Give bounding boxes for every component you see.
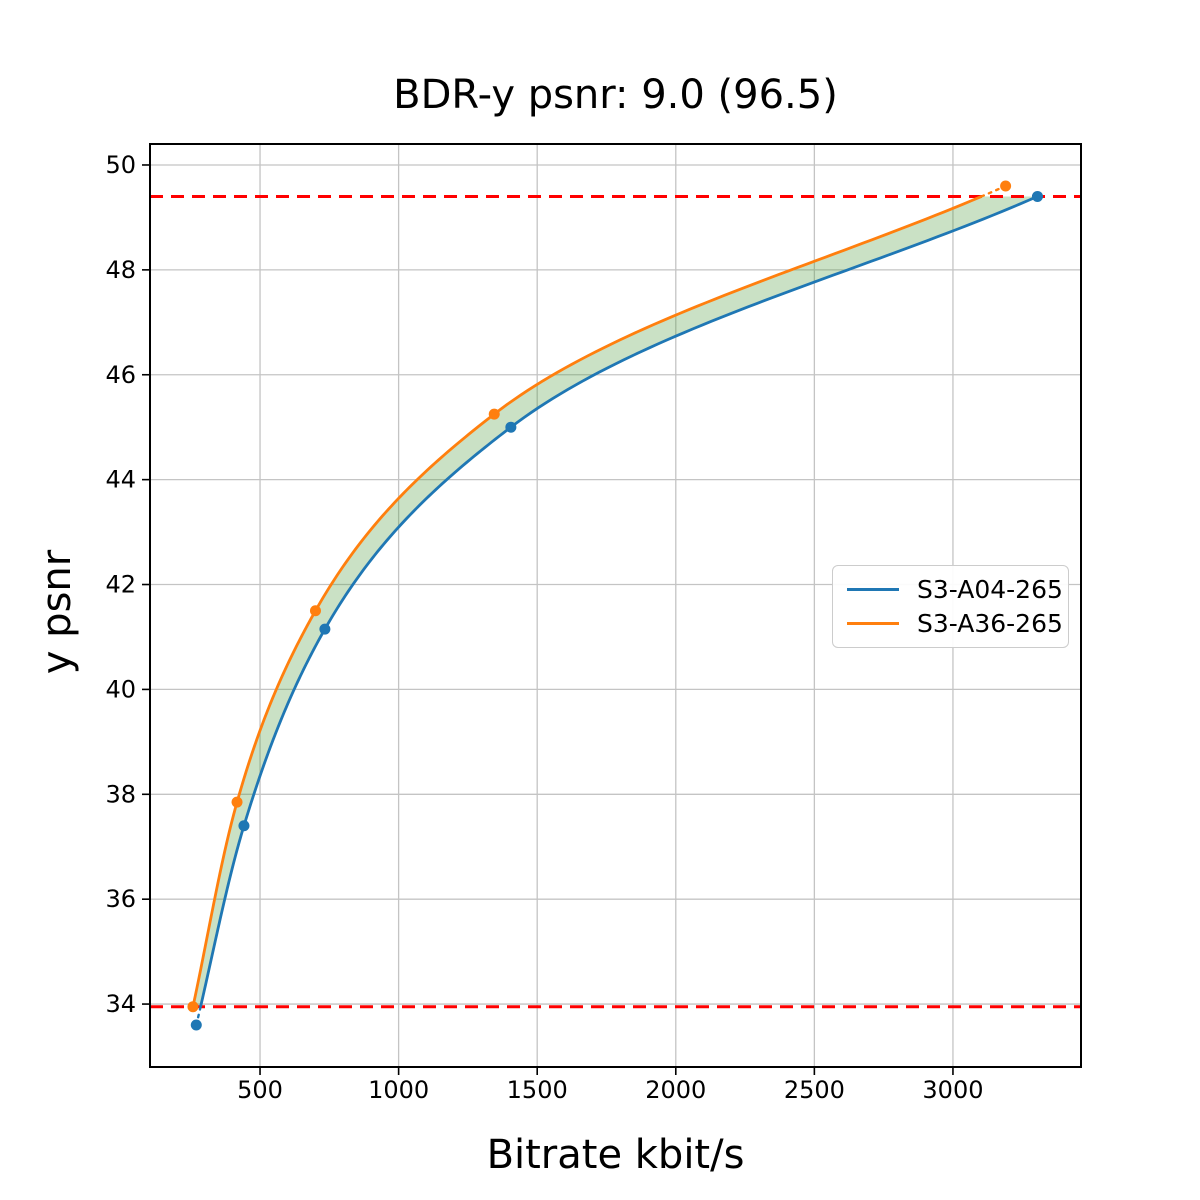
y-tick-label: 46 [105,361,136,389]
legend-item: S3-A04-265 [847,575,1063,604]
data-point [231,796,243,808]
data-point [1000,180,1012,192]
data-point [488,408,500,420]
legend-item: S3-A36-265 [847,609,1063,638]
axes-box [149,143,1082,1068]
y-tick-label: 44 [105,466,136,494]
legend: S3-A04-265 S3-A36-265 [832,565,1069,648]
x-tick-label: 3000 [922,1076,983,1104]
data-point [309,605,321,617]
y-tick-label: 50 [105,151,136,179]
x-tick-label: 1500 [507,1076,568,1104]
data-point [1031,190,1043,202]
chart-title: BDR-y psnr: 9.0 (96.5) [393,72,838,118]
series-line-s3-a04-265 [199,195,1039,1008]
data-point [505,421,517,433]
data-point [238,820,250,832]
legend-label: S3-A04-265 [917,575,1063,604]
x-tick-label: 1000 [368,1076,429,1104]
x-tick-label: 2500 [784,1076,845,1104]
data-point [187,1001,199,1013]
data-point [190,1019,202,1031]
y-tick-label: 40 [105,675,136,703]
y-tick-label: 34 [105,990,136,1018]
x-axis-label: Bitrate kbit/s [486,1132,745,1178]
y-tick-label: 42 [105,571,136,599]
fill-between-region [192,196,1038,1007]
legend-line-swatch [847,588,899,591]
y-tick-label: 48 [105,256,136,284]
y-tick-label: 38 [105,780,136,808]
y-tick-label: 36 [105,885,136,913]
data-point [319,623,331,635]
x-tick-label: 2000 [645,1076,706,1104]
legend-label: S3-A36-265 [917,609,1063,638]
legend-line-swatch [847,622,899,625]
x-tick-label: 500 [237,1076,283,1104]
